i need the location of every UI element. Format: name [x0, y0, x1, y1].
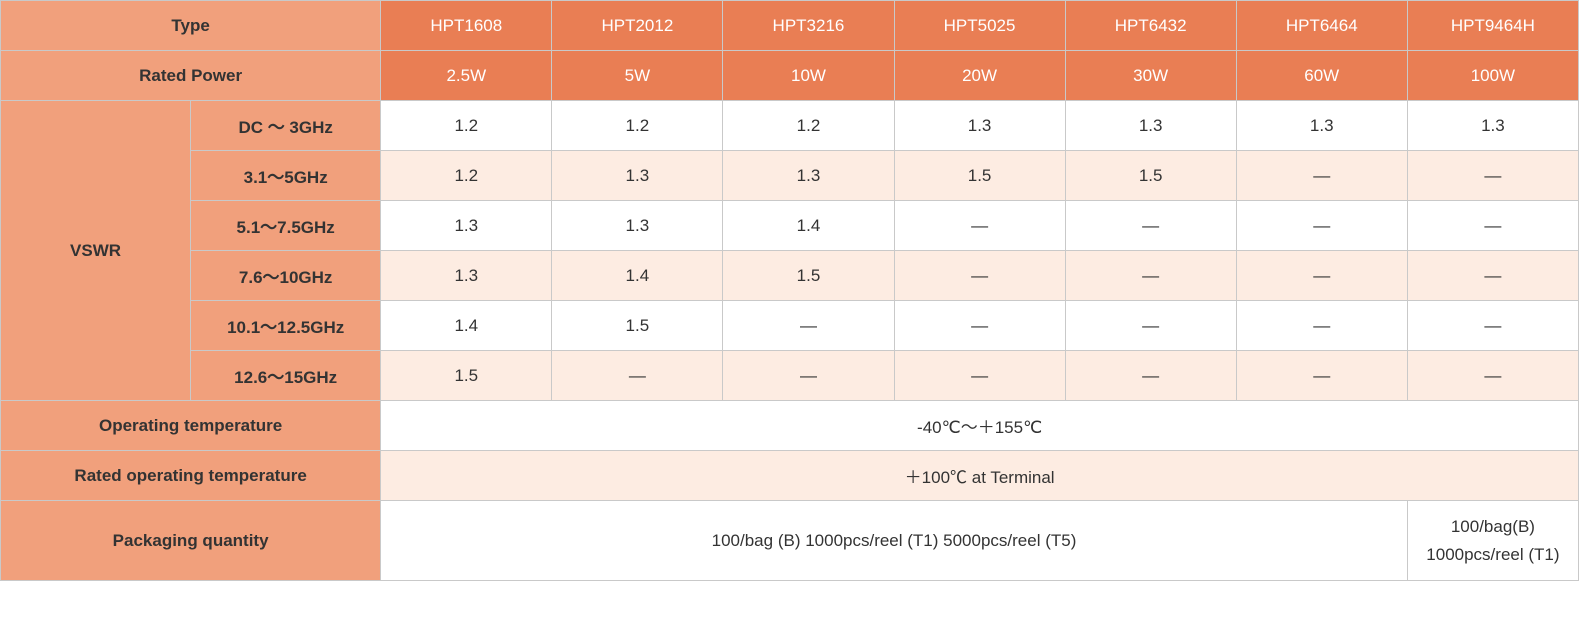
v-4-1: 1.5	[552, 301, 723, 351]
v-1-4: 1.5	[1065, 151, 1236, 201]
v-4-3: —	[894, 301, 1065, 351]
v-0-1: 1.2	[552, 101, 723, 151]
col-5: HPT6464	[1236, 1, 1407, 51]
v-0-6: 1.3	[1407, 101, 1578, 151]
pwr-1: 5W	[552, 51, 723, 101]
pwr-3: 20W	[894, 51, 1065, 101]
v-1-0: 1.2	[381, 151, 552, 201]
col-3: HPT5025	[894, 1, 1065, 51]
v-1-1: 1.3	[552, 151, 723, 201]
row-packaging: Packaging quantity 100/bag (B) 1000pcs/r…	[1, 501, 1579, 581]
val-rated-op-temp: ＋100℃ at Terminal	[381, 451, 1579, 501]
v-3-1: 1.4	[552, 251, 723, 301]
hdr-power: Rated Power	[1, 51, 381, 101]
pwr-5: 60W	[1236, 51, 1407, 101]
v-4-4: —	[1065, 301, 1236, 351]
v-5-4: —	[1065, 351, 1236, 401]
val-op-temp: -40℃～＋155℃	[381, 401, 1579, 451]
v-0-0: 1.2	[381, 101, 552, 151]
v-5-1: —	[552, 351, 723, 401]
band-4: 10.1～12.5GHz	[191, 301, 381, 351]
v-3-3: —	[894, 251, 1065, 301]
pwr-4: 30W	[1065, 51, 1236, 101]
hdr-type: Type	[1, 1, 381, 51]
v-0-4: 1.3	[1065, 101, 1236, 151]
v-5-2: —	[723, 351, 894, 401]
row-vswr-2: 5.1～7.5GHz 1.3 1.3 1.4 — — — —	[1, 201, 1579, 251]
row-vswr-5: 12.6～15GHz 1.5 — — — — — —	[1, 351, 1579, 401]
v-2-2: 1.4	[723, 201, 894, 251]
v-5-5: —	[1236, 351, 1407, 401]
row-rated-op-temp: Rated operating temperature ＋100℃ at Ter…	[1, 451, 1579, 501]
v-4-6: —	[1407, 301, 1578, 351]
v-2-3: —	[894, 201, 1065, 251]
v-1-3: 1.5	[894, 151, 1065, 201]
val-packaging-main: 100/bag (B) 1000pcs/reel (T1) 5000pcs/re…	[381, 501, 1408, 581]
packaging-last-line2: 1000pcs/reel (T1)	[1426, 545, 1559, 564]
v-3-6: —	[1407, 251, 1578, 301]
v-4-5: —	[1236, 301, 1407, 351]
v-5-0: 1.5	[381, 351, 552, 401]
v-1-6: —	[1407, 151, 1578, 201]
v-0-5: 1.3	[1236, 101, 1407, 151]
spec-table: Type HPT1608 HPT2012 HPT3216 HPT5025 HPT…	[0, 0, 1579, 581]
col-4: HPT6432	[1065, 1, 1236, 51]
row-type: Type HPT1608 HPT2012 HPT3216 HPT5025 HPT…	[1, 1, 1579, 51]
pwr-6: 100W	[1407, 51, 1578, 101]
hdr-rated-op-temp: Rated operating temperature	[1, 451, 381, 501]
v-2-5: —	[1236, 201, 1407, 251]
pwr-0: 2.5W	[381, 51, 552, 101]
v-1-5: —	[1236, 151, 1407, 201]
band-5: 12.6～15GHz	[191, 351, 381, 401]
hdr-vswr: VSWR	[1, 101, 191, 401]
v-3-2: 1.5	[723, 251, 894, 301]
v-5-3: —	[894, 351, 1065, 401]
v-1-2: 1.3	[723, 151, 894, 201]
row-vswr-0: VSWR DC ～ 3GHz 1.2 1.2 1.2 1.3 1.3 1.3 1…	[1, 101, 1579, 151]
row-power: Rated Power 2.5W 5W 10W 20W 30W 60W 100W	[1, 51, 1579, 101]
col-0: HPT1608	[381, 1, 552, 51]
v-0-3: 1.3	[894, 101, 1065, 151]
v-3-4: —	[1065, 251, 1236, 301]
band-2: 5.1～7.5GHz	[191, 201, 381, 251]
v-4-0: 1.4	[381, 301, 552, 351]
hdr-packaging: Packaging quantity	[1, 501, 381, 581]
v-2-0: 1.3	[381, 201, 552, 251]
row-vswr-3: 7.6～10GHz 1.3 1.4 1.5 — — — —	[1, 251, 1579, 301]
col-1: HPT2012	[552, 1, 723, 51]
col-6: HPT9464H	[1407, 1, 1578, 51]
hdr-op-temp: Operating temperature	[1, 401, 381, 451]
val-packaging-last: 100/bag(B) 1000pcs/reel (T1)	[1407, 501, 1578, 581]
row-vswr-4: 10.1～12.5GHz 1.4 1.5 — — — — —	[1, 301, 1579, 351]
v-2-6: —	[1407, 201, 1578, 251]
band-1: 3.1～5GHz	[191, 151, 381, 201]
v-5-6: —	[1407, 351, 1578, 401]
pwr-2: 10W	[723, 51, 894, 101]
v-0-2: 1.2	[723, 101, 894, 151]
col-2: HPT3216	[723, 1, 894, 51]
band-3: 7.6～10GHz	[191, 251, 381, 301]
row-vswr-1: 3.1～5GHz 1.2 1.3 1.3 1.5 1.5 — —	[1, 151, 1579, 201]
band-0: DC ～ 3GHz	[191, 101, 381, 151]
v-3-0: 1.3	[381, 251, 552, 301]
row-op-temp: Operating temperature -40℃～＋155℃	[1, 401, 1579, 451]
packaging-last-line1: 100/bag(B)	[1451, 517, 1535, 536]
v-3-5: —	[1236, 251, 1407, 301]
v-2-1: 1.3	[552, 201, 723, 251]
v-4-2: —	[723, 301, 894, 351]
v-2-4: —	[1065, 201, 1236, 251]
